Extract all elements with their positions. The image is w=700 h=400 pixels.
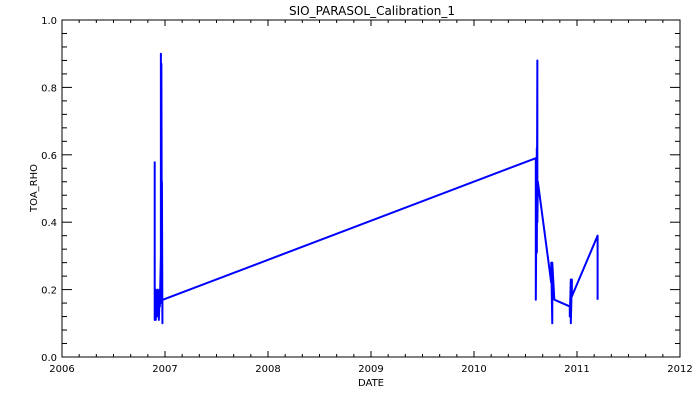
x-axis-ticks: 2006 2007 2008 2009 2010 2011 2012 xyxy=(49,20,693,375)
x-tick-label: 2007 xyxy=(152,364,177,375)
x-tick-label: 2009 xyxy=(358,364,383,375)
series-group xyxy=(153,52,599,325)
x-tick-label: 2010 xyxy=(461,364,486,375)
y-tick-label: 0.4 xyxy=(41,218,57,229)
chart-title: SIO_PARASOL_Calibration_1 xyxy=(289,4,455,18)
y-axis-label: TOA_RHO xyxy=(29,164,40,213)
x-axis-label: DATE xyxy=(358,378,384,389)
x-tick-label: 2012 xyxy=(667,364,692,375)
series-line xyxy=(153,52,599,325)
y-axis-ticks: 0.0 0.2 0.4 0.6 0.8 1.0 xyxy=(41,16,680,364)
y-tick-label: 0.0 xyxy=(41,353,57,364)
y-tick-label: 0.8 xyxy=(41,83,57,94)
x-tick-label: 2006 xyxy=(49,364,74,375)
x-tick-label: 2008 xyxy=(255,364,280,375)
y-tick-label: 1.0 xyxy=(41,16,57,27)
x-tick-label: 2011 xyxy=(564,364,589,375)
y-tick-label: 0.2 xyxy=(41,286,57,297)
y-tick-label: 0.6 xyxy=(41,151,57,162)
